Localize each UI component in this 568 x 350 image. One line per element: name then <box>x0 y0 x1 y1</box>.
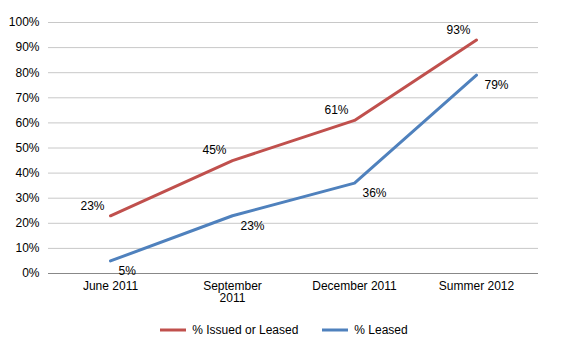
svg-text:45%: 45% <box>202 143 226 157</box>
svg-text:20%: 20% <box>15 216 39 230</box>
svg-text:36%: 36% <box>363 186 387 200</box>
html-text:% Issued or Leased: % Issued or Leased <box>192 323 299 337</box>
svg-text:30%: 30% <box>15 191 39 205</box>
svg-text:10%: 10% <box>15 241 39 255</box>
svg-text:0%: 0% <box>22 266 40 280</box>
svg-text:93%: 93% <box>446 23 470 37</box>
svg-text:23%: 23% <box>241 219 265 233</box>
svg-text:40%: 40% <box>15 166 39 180</box>
svg-text:61%: 61% <box>324 103 348 117</box>
svg-text:100%: 100% <box>9 15 40 29</box>
svg-text:September2011: September2011 <box>203 279 262 305</box>
svg-text:50%: 50% <box>15 141 39 155</box>
html-text:% Leased: % Leased <box>354 323 408 337</box>
svg-text:60%: 60% <box>15 116 39 130</box>
svg-text:5%: 5% <box>119 264 137 278</box>
svg-text:70%: 70% <box>15 91 39 105</box>
svg-text:June 2011: June 2011 <box>83 279 138 293</box>
svg-text:Summer 2012: Summer 2012 <box>439 279 515 293</box>
svg-text:23%: 23% <box>80 199 104 213</box>
svg-text:80%: 80% <box>15 66 39 80</box>
svg-text:79%: 79% <box>485 78 509 92</box>
svg-text:December 2011: December 2011 <box>312 279 397 293</box>
svg-text:90%: 90% <box>15 40 39 54</box>
